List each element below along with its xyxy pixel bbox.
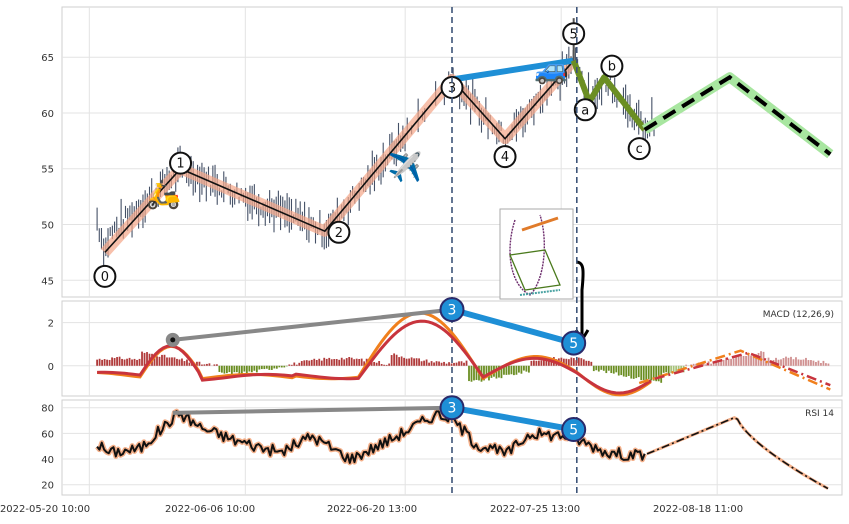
macd-divergence-circle <box>561 330 587 356</box>
wave-label: c <box>636 142 643 157</box>
wave-label-circle <box>93 264 117 288</box>
airplane-icon: ✈️ <box>388 150 423 184</box>
channel-top-line <box>451 57 575 83</box>
price-y-tick: 65 <box>41 53 54 64</box>
inset-bar-2 <box>519 289 561 296</box>
x-tick-label: 2022-06-06 10:00 <box>165 504 255 515</box>
abc-correction <box>570 59 648 132</box>
rsi-y-tick: 80 <box>41 404 54 415</box>
car-icon: 🚙 <box>534 52 569 85</box>
wave-label: 1 <box>176 157 184 172</box>
wave-label-circle <box>573 98 597 122</box>
price-y-tick: 55 <box>41 165 54 176</box>
wave-label: a <box>581 103 589 118</box>
wave-label-circle <box>600 54 624 78</box>
macd-divergence-circle <box>439 297 465 323</box>
inset-frame <box>499 208 574 300</box>
macd-divergence-line <box>451 306 575 346</box>
rsi-divergence-circle <box>561 417 587 443</box>
signal-line <box>97 319 652 395</box>
x-tick-label: 2022-08-18 11:00 <box>653 504 743 515</box>
x-tick-label: 2022-07-25 13:00 <box>490 504 580 515</box>
wave-label: 2 <box>335 226 343 241</box>
rsi-y-tick: 60 <box>41 429 54 440</box>
x-tick-label: 2022-05-20 10:00 <box>0 504 90 515</box>
inset-curve <box>509 214 545 296</box>
price-y-tick: 45 <box>41 276 54 287</box>
rsi-projection <box>646 416 829 490</box>
rsi-divergence-label: 5 <box>569 423 578 439</box>
wave-label-circle <box>562 22 586 46</box>
rsi-divergence-circle <box>439 395 465 421</box>
wave-line <box>104 60 575 253</box>
x-tick-label: 2022-06-20 13:00 <box>327 504 417 515</box>
price-y-tick: 50 <box>41 221 54 232</box>
wave-label: b <box>608 60 616 75</box>
wave-label: 0 <box>101 270 109 285</box>
rsi-y-tick: 20 <box>41 481 54 492</box>
macd-gray-line <box>172 307 453 342</box>
rsi-y-tick: 40 <box>41 455 54 466</box>
rsi-divergence-label: 3 <box>448 401 457 417</box>
rsi-gray-line <box>172 405 453 415</box>
wave-label-circle <box>169 151 193 175</box>
macd-projection <box>638 349 831 391</box>
wave-label-circle <box>327 220 351 244</box>
macd-label: MACD (12,26,9) <box>763 310 834 320</box>
price-y-tick: 60 <box>41 109 54 120</box>
scooter-icon: 🛵 <box>146 177 181 210</box>
wave-label: 4 <box>501 150 509 165</box>
projection-line <box>643 74 832 156</box>
rsi-label: RSI 14 <box>805 409 834 419</box>
inset-arrow <box>575 260 585 335</box>
wave-label-circle <box>493 145 517 169</box>
rsi-divergence-line <box>451 404 575 433</box>
macd-divergence-label: 5 <box>569 336 578 352</box>
macd-divergence-label: 3 <box>448 303 457 319</box>
wave-label-circle <box>627 137 651 161</box>
macd-gray-dot-center <box>170 337 176 343</box>
inset-bar <box>521 216 559 232</box>
inset-figure <box>499 208 590 343</box>
macd-y-tick: 2 <box>48 319 54 330</box>
signal-projection <box>654 351 831 387</box>
macd-y-tick: 0 <box>48 362 54 373</box>
wave-label: 5 <box>570 27 578 42</box>
inset-shape <box>509 249 561 291</box>
